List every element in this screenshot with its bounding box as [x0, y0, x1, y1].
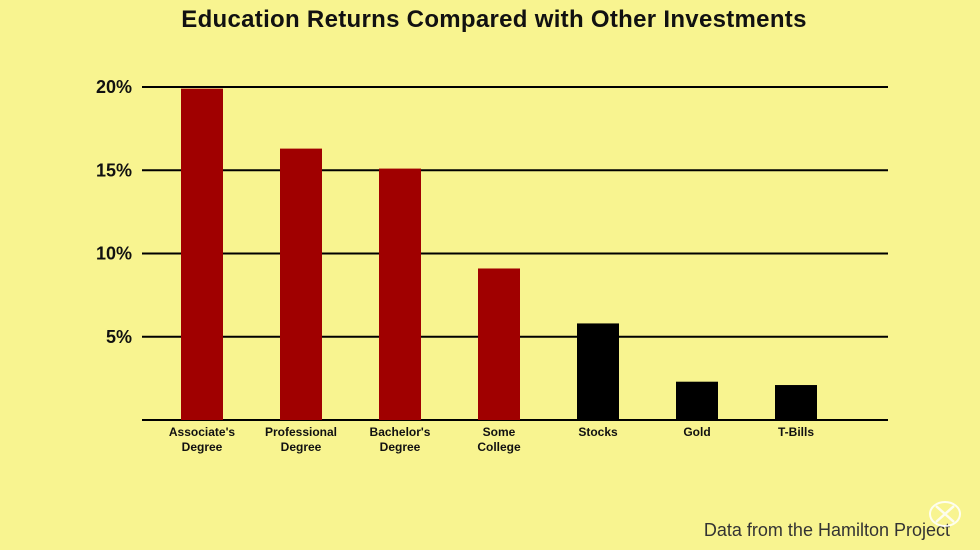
x-tick-label: Professional Degree	[265, 425, 337, 454]
chart-title: Education Returns Compared with Other In…	[181, 6, 807, 33]
bar	[775, 385, 817, 420]
source-note: Data from the Hamilton Project	[703, 520, 950, 540]
bar	[577, 323, 619, 420]
bar	[478, 268, 520, 420]
x-tick-label: Gold	[683, 425, 710, 439]
y-tick-label: 15%	[96, 160, 132, 180]
x-tick-label: T-Bills	[778, 425, 814, 439]
bar	[181, 88, 223, 420]
y-tick-labels: 5% 10% 15% 20%	[96, 77, 132, 347]
x-tick-labels: Associate's Degree Professional Degree Bache…	[169, 425, 814, 454]
x-tick-label: Some College	[477, 425, 521, 454]
y-tick-label: 10%	[96, 244, 132, 264]
bar	[379, 168, 421, 420]
y-tick-label: 20%	[96, 77, 132, 97]
bar	[280, 148, 322, 421]
y-tick-label: 5%	[106, 327, 132, 347]
bar	[676, 381, 718, 420]
x-tick-label: Bachelor's Degree	[370, 425, 431, 454]
x-tick-label: Stocks	[578, 425, 618, 439]
x-tick-label: Associate's Degree	[169, 425, 236, 454]
bars	[181, 88, 817, 421]
tiktok-crossed-logo-icon	[929, 501, 961, 527]
